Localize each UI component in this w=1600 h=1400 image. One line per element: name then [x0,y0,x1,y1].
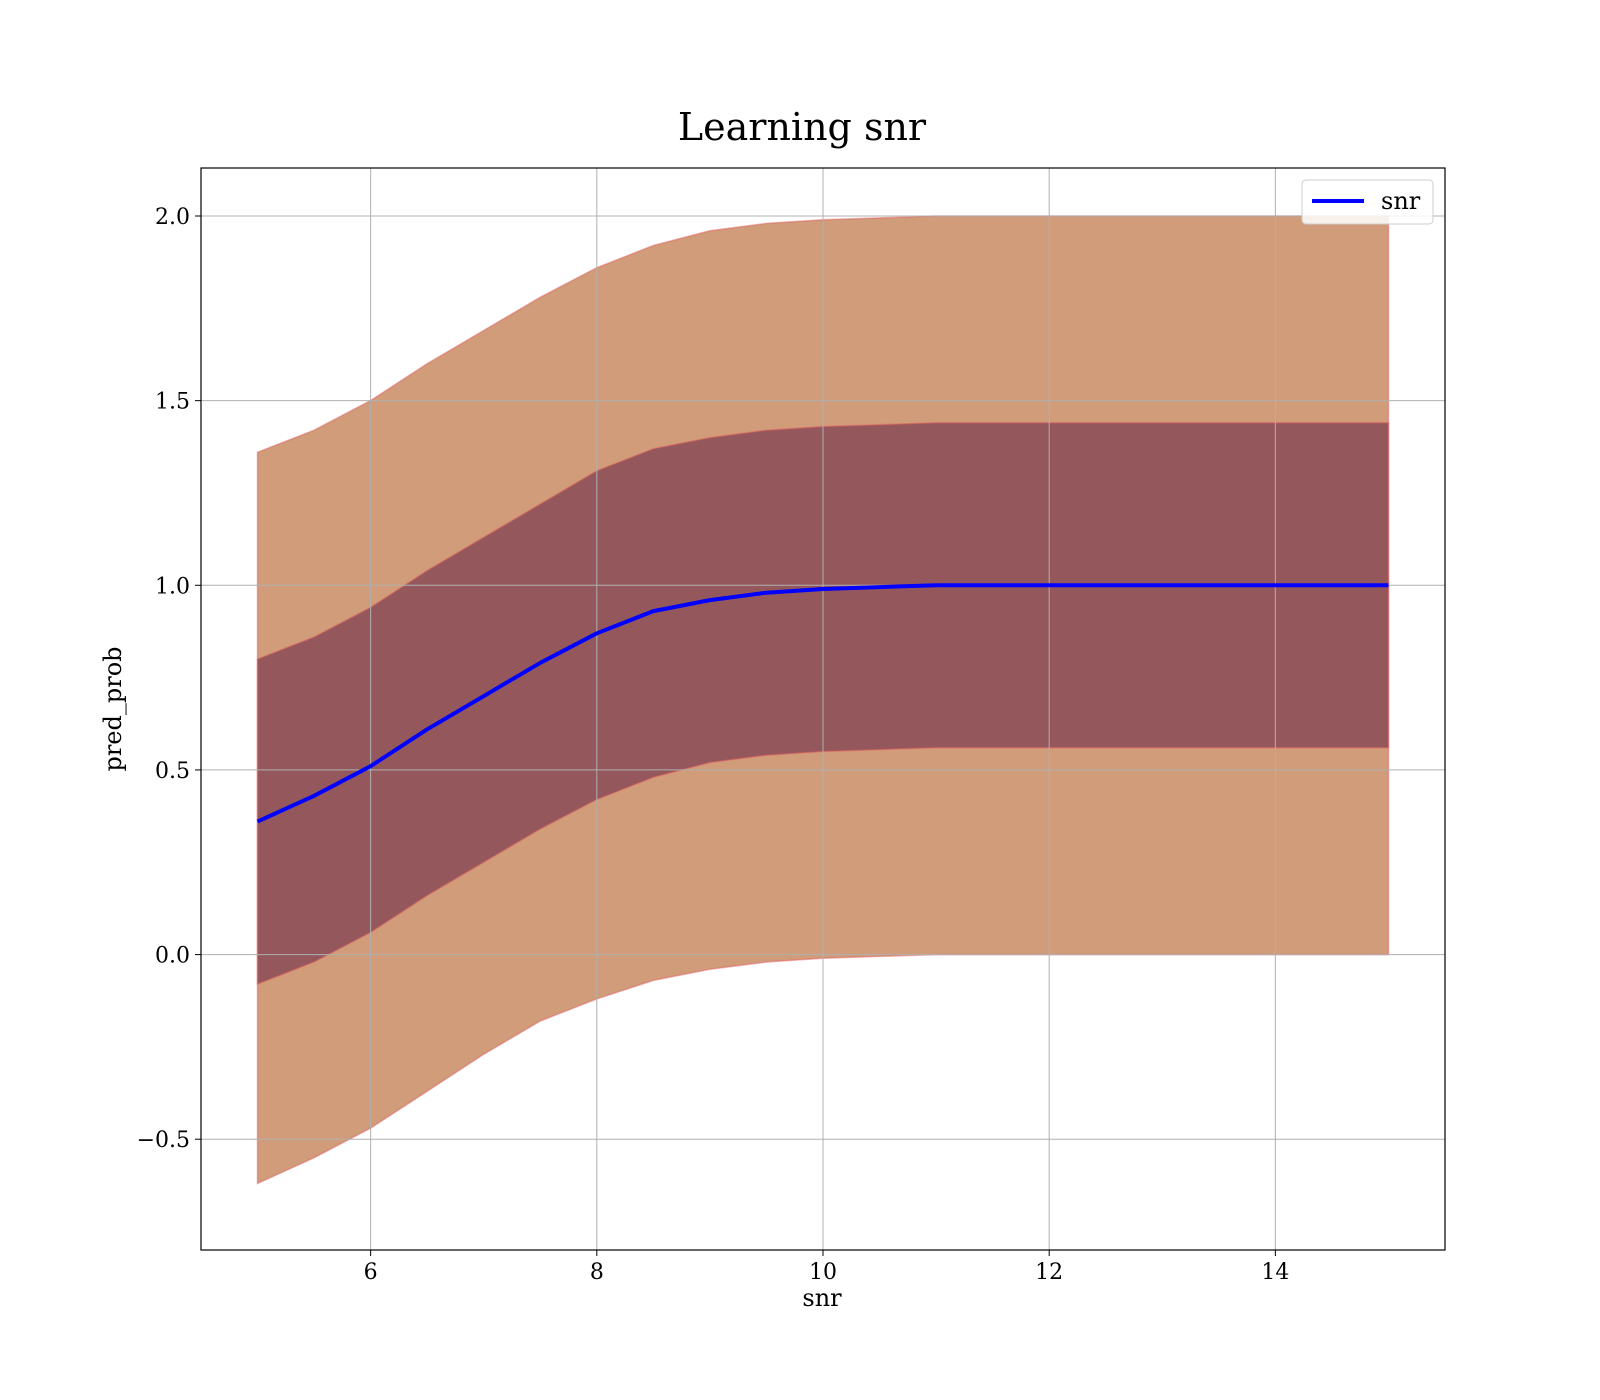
legend-box [1301,179,1434,225]
series-line-snr [256,583,1389,824]
legend: snr [1301,179,1434,225]
y-tick-label: 2.0 [155,205,190,230]
x-tick-label: 10 [809,1260,837,1285]
y-axis-label: pred_prob [99,646,127,771]
x-tick-label: 14 [1261,1260,1289,1285]
chart-title: Learning snr [678,105,927,149]
y-tick-label: −0.5 [137,1128,190,1153]
x-axis-label: snr [802,1284,842,1312]
x-tick-label: 12 [1035,1260,1063,1285]
x-tick-label: 6 [364,1260,378,1285]
legend-label-snr: snr [1381,187,1421,215]
y-tick-label: 0.5 [155,759,190,784]
x-tick-label: 8 [590,1260,604,1285]
y-axis-ticks: −0.5 0.0 0.5 1.0 1.5 2.0 [137,205,201,1153]
y-tick-label: 1.5 [155,390,190,415]
y-tick-label: 0.0 [155,944,190,969]
x-axis-ticks: 6 8 10 12 14 [364,1250,1289,1285]
y-tick-label: 1.0 [155,574,190,599]
